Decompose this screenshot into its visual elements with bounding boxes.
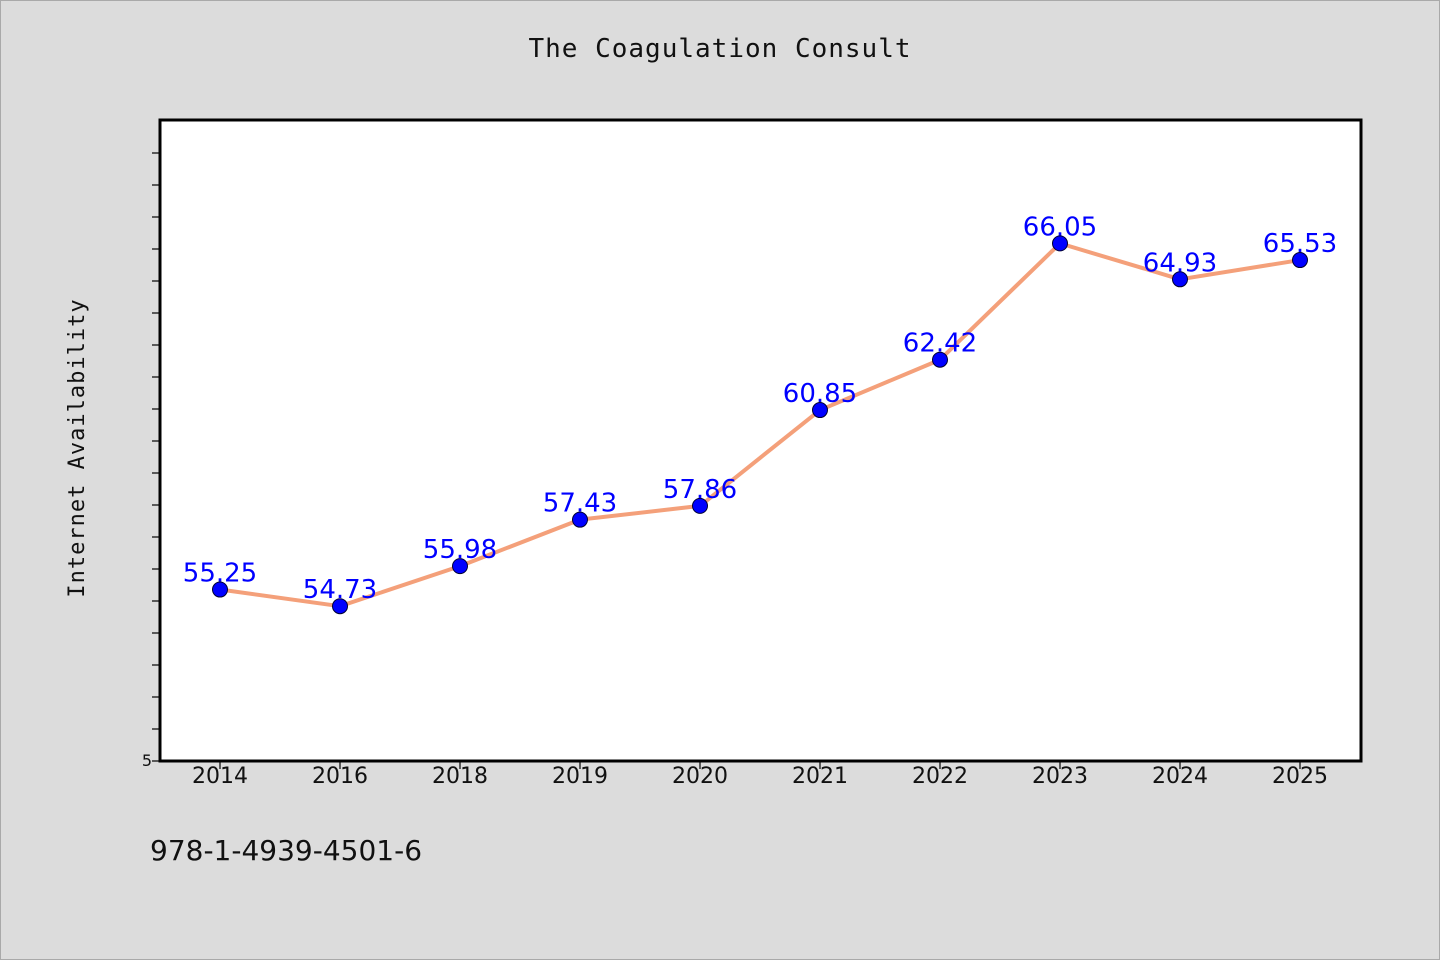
- data-point: [692, 497, 708, 514]
- x-tick-label: 2019: [552, 764, 608, 789]
- y-tick-label: 5: [142, 751, 152, 770]
- data-point: [812, 402, 828, 419]
- data-point: [212, 581, 228, 598]
- x-tick-label: 2021: [792, 764, 848, 789]
- x-tick-label: 2024: [1152, 764, 1208, 789]
- series-line: [218, 241, 1302, 609]
- data-label: 54.73: [303, 575, 377, 605]
- x-tick-label: 2016: [312, 764, 368, 789]
- plot-area: [158, 118, 1363, 763]
- data-label: 57.86: [663, 475, 737, 505]
- data-point: [1172, 271, 1188, 288]
- x-tick-label: 2018: [432, 764, 488, 789]
- data-label: 62.42: [903, 329, 977, 359]
- x-tick-label: 2014: [192, 764, 248, 789]
- data-label: 64.93: [1143, 248, 1217, 278]
- footer-isbn: 978-1-4939-4501-6: [150, 834, 423, 867]
- x-tick-label: 2022: [912, 764, 968, 789]
- data-point: [452, 558, 468, 575]
- data-point: [1052, 235, 1068, 252]
- data-point: [332, 598, 348, 615]
- chart-title: The Coagulation Consult: [528, 34, 912, 64]
- data-label: 65.53: [1263, 229, 1337, 259]
- data-label: 55.25: [183, 559, 257, 589]
- x-tick-label: 2023: [1032, 764, 1088, 789]
- data-point: [572, 511, 588, 528]
- data-label: 57.43: [543, 489, 617, 519]
- data-point: [1292, 252, 1308, 269]
- data-label: 66.05: [1023, 212, 1097, 242]
- data-point: [932, 351, 948, 368]
- data-label: 60.85: [783, 379, 857, 409]
- data-label: 55.98: [423, 535, 497, 565]
- x-tick-label: 2020: [672, 764, 728, 789]
- x-tick-label: 2025: [1272, 764, 1328, 789]
- y-axis-title: Internet Availability: [65, 298, 90, 597]
